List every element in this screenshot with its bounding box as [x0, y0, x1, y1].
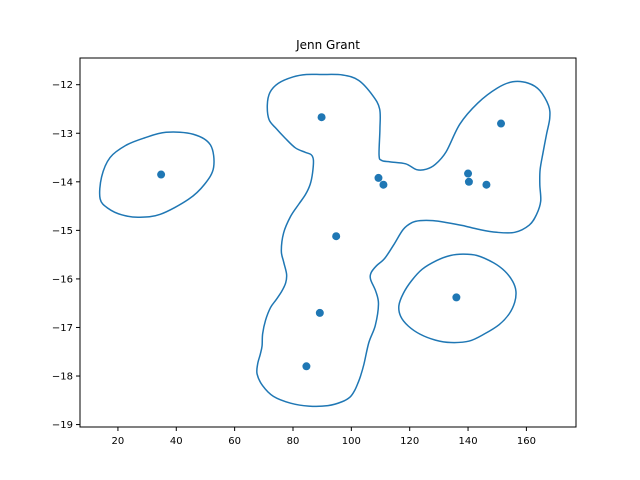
plot-frame [79, 57, 577, 428]
data-point [317, 113, 326, 122]
x-tick-label: 40 [170, 436, 183, 447]
density-contours [98, 73, 551, 408]
y-tick-label: −15 [52, 226, 73, 237]
data-point [464, 177, 473, 186]
y-tick-label: −14 [52, 177, 73, 188]
x-axis-ticks: 20 40 60 80 100 120 140 160 [112, 427, 536, 447]
data-point [379, 180, 388, 189]
data-point [374, 173, 383, 182]
contour-line-1 [98, 131, 215, 219]
contour-line-2 [256, 73, 551, 408]
data-point [157, 170, 166, 179]
x-tick-label: 160 [517, 436, 536, 447]
x-tick-label: 60 [228, 436, 241, 447]
x-tick-label: 120 [400, 436, 419, 447]
y-axis-ticks: −19 −18 −17 −16 −15 −14 −13 −12 [52, 80, 80, 431]
chart-title: Jenn Grant [295, 38, 360, 52]
y-tick-label: −16 [52, 274, 73, 285]
y-tick-label: −13 [52, 129, 73, 140]
x-tick-label: 100 [342, 436, 361, 447]
data-point [482, 180, 491, 189]
data-point [452, 293, 461, 302]
y-tick-label: −17 [52, 323, 73, 334]
data-point [497, 119, 506, 128]
x-tick-label: 20 [112, 436, 125, 447]
y-tick-label: −18 [52, 372, 73, 383]
data-point [315, 308, 324, 317]
y-tick-label: −19 [52, 420, 73, 431]
scatter-points [157, 113, 506, 371]
data-point [302, 362, 311, 371]
x-tick-label: 140 [459, 436, 478, 447]
data-point [332, 232, 341, 241]
data-point [464, 169, 473, 178]
x-tick-label: 80 [287, 436, 300, 447]
contour-line-3 [398, 253, 517, 344]
y-tick-label: −12 [52, 80, 73, 91]
